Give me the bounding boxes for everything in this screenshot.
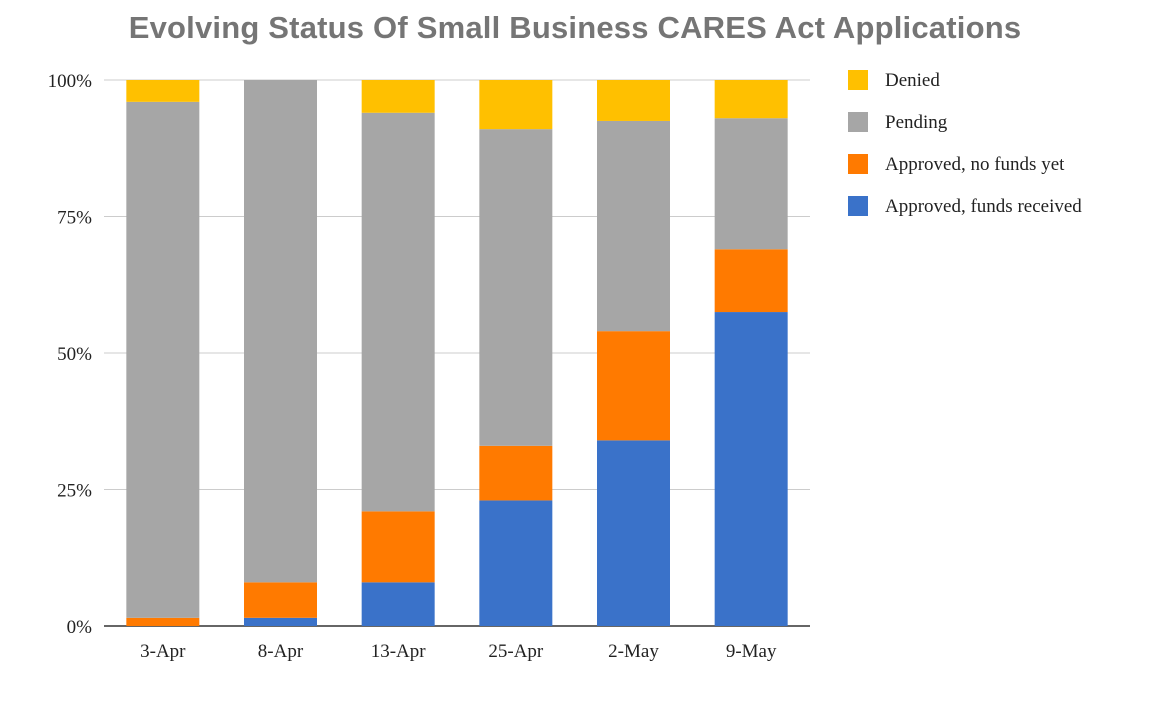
bar-segment [126,80,200,102]
y-axis-ticks: 0% 25% 50% 75% 100% [48,71,93,638]
bar-segment [479,500,553,626]
legend-label: Denied [885,70,940,91]
bar-segment [244,617,317,626]
bar-segment [479,80,553,130]
bar-segment [479,129,553,446]
x-tick-label: 3-Apr [140,641,186,662]
bar-segment [361,112,435,512]
bar-segment [714,118,788,250]
bar-segment [479,445,553,501]
legend-label: Pending [885,112,948,133]
x-tick-label: 25-Apr [488,641,544,662]
bar-segment [597,331,670,441]
legend-swatch [848,70,868,90]
legend-label: Approved, funds received [885,196,1082,217]
x-axis-ticks: 3-Apr 8-Apr 13-Apr 25-Apr 2-May 9-May [140,641,777,662]
x-tick-label: 2-May [608,641,659,662]
bars [126,80,788,626]
y-tick-label: 0% [67,617,93,638]
bar-segment [361,582,435,626]
bar-segment [714,80,788,119]
bar-segment [126,101,200,618]
bar-segment [714,312,788,626]
legend: Denied Pending Approved, no funds yet Appro… [848,70,1082,217]
y-tick-label: 50% [57,344,92,365]
x-tick-label: 13-Apr [371,641,427,662]
bar-segment [597,440,670,626]
bar-segment [361,80,435,113]
bar-segment [126,617,200,626]
legend-label: Approved, no funds yet [885,154,1065,175]
grid-lines [104,79,810,627]
x-tick-label: 8-Apr [258,641,304,662]
bar-segment [244,80,317,583]
y-tick-label: 25% [57,481,92,502]
bar-segment [597,80,670,121]
y-tick-label: 75% [57,208,92,229]
bar-segment [714,249,788,313]
legend-swatch [848,112,868,132]
y-tick-label: 100% [48,71,93,92]
bar-segment [361,511,435,583]
bar-segment [244,582,317,618]
legend-swatch [848,154,868,174]
legend-swatch [848,196,868,216]
bar-segment [597,120,670,332]
x-tick-label: 9-May [726,641,777,662]
chart-title: Evolving Status Of Small Business CARES … [128,10,1022,45]
